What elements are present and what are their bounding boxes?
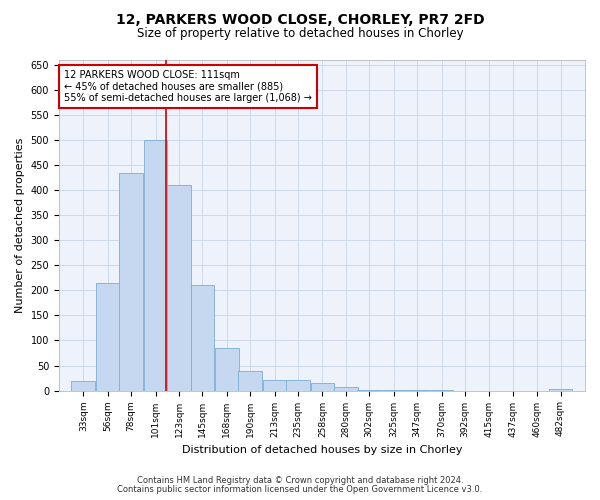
Text: 12 PARKERS WOOD CLOSE: 111sqm
← 45% of detached houses are smaller (885)
55% of : 12 PARKERS WOOD CLOSE: 111sqm ← 45% of d… [64,70,312,103]
Bar [191,286,214,391]
Text: Size of property relative to detached houses in Chorley: Size of property relative to detached ho… [137,28,463,40]
Bar [548,389,572,390]
Bar [215,348,239,391]
Bar [311,383,334,390]
X-axis label: Distribution of detached houses by size in Chorley: Distribution of detached houses by size … [182,445,462,455]
Bar [263,380,287,390]
Text: 12, PARKERS WOOD CLOSE, CHORLEY, PR7 2FD: 12, PARKERS WOOD CLOSE, CHORLEY, PR7 2FD [116,12,484,26]
Bar [167,185,191,390]
Bar [71,380,95,390]
Bar [334,386,358,390]
Text: Contains public sector information licensed under the Open Government Licence v3: Contains public sector information licen… [118,485,482,494]
Bar [119,172,143,390]
Y-axis label: Number of detached properties: Number of detached properties [15,138,25,313]
Bar [286,380,310,390]
Bar [144,140,167,390]
Bar [238,370,262,390]
Bar [96,283,119,391]
Text: Contains HM Land Registry data © Crown copyright and database right 2024.: Contains HM Land Registry data © Crown c… [137,476,463,485]
